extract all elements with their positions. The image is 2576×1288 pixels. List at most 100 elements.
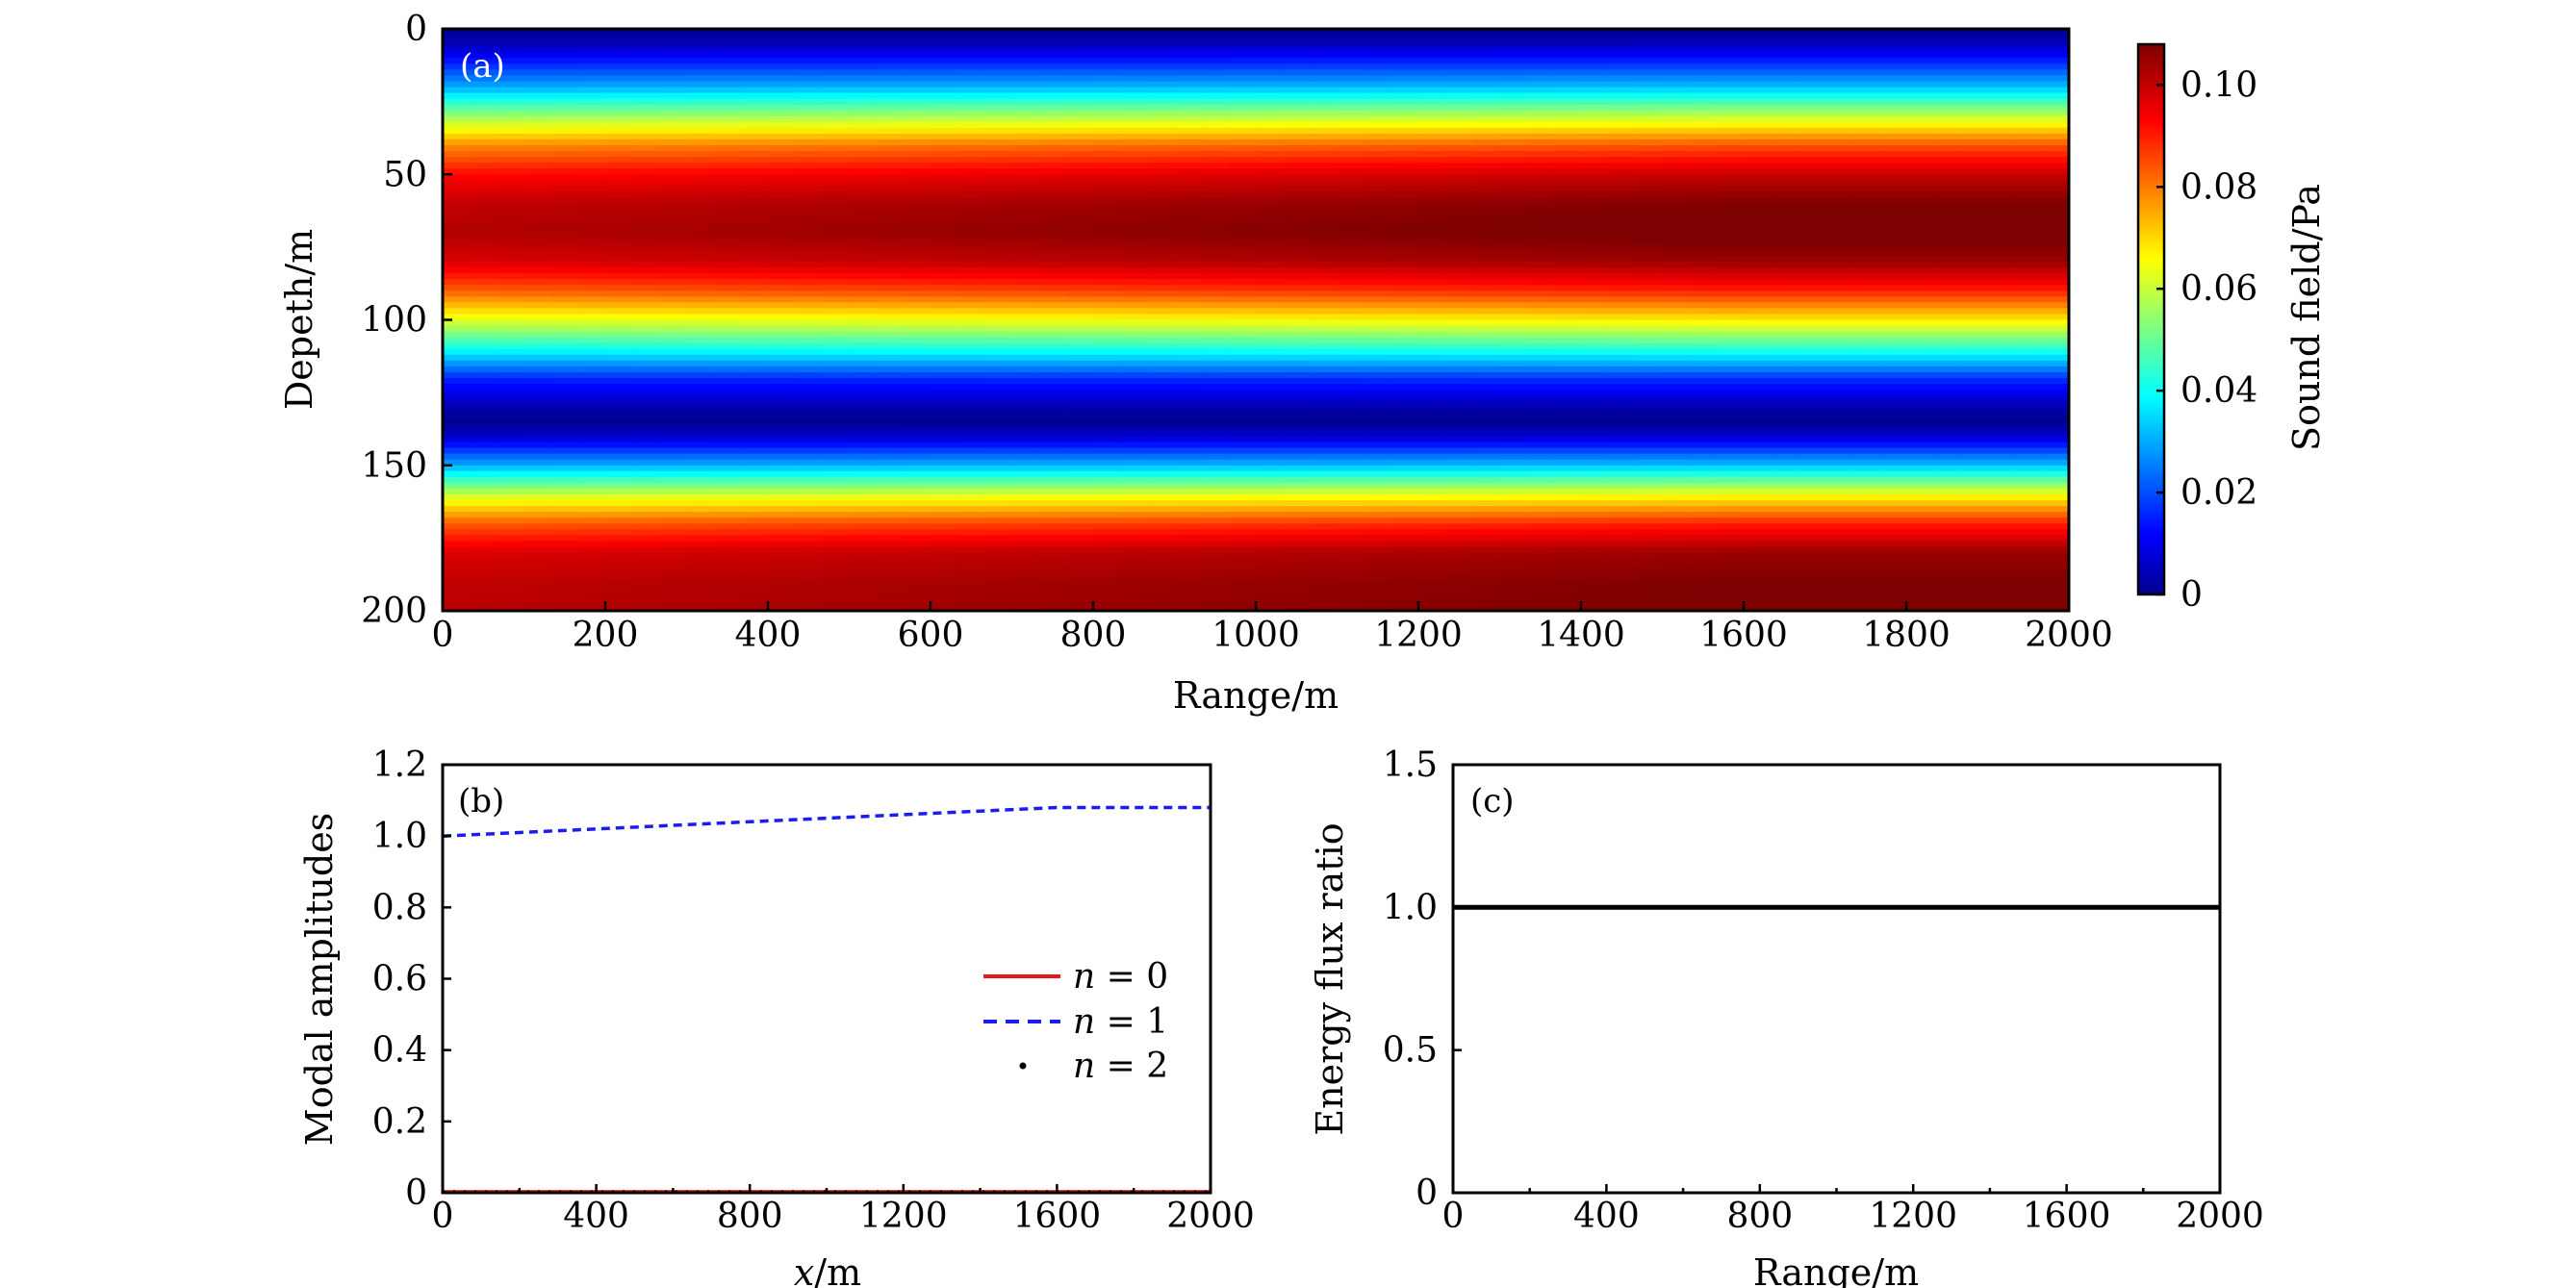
heatmap-cell [768, 279, 796, 286]
heatmap-cell [1228, 598, 1257, 606]
heatmap-cell [1662, 319, 1691, 327]
heatmap-cell [1390, 157, 1419, 164]
heatmap-cell [1065, 430, 1094, 438]
heatmap-cell [1608, 512, 1637, 518]
heatmap-cell [1120, 354, 1149, 362]
heatmap-cell [1608, 81, 1637, 88]
heatmap-cell [984, 360, 1013, 367]
heatmap-cell [1689, 366, 1718, 373]
heatmap-cell [1716, 92, 1745, 100]
heatmap-cell [1472, 465, 1501, 472]
heatmap-cell [1499, 52, 1528, 60]
heatmap-cell [523, 58, 552, 65]
heatmap-cell [1689, 378, 1718, 385]
heatmap-cell [659, 262, 688, 268]
heatmap-cell [1065, 279, 1094, 286]
heatmap-cell [1390, 121, 1419, 129]
heatmap-cell [1364, 488, 1392, 495]
heatmap-cell [1337, 220, 1365, 228]
heatmap-cell [605, 302, 633, 310]
heatmap-cell [740, 436, 769, 443]
heatmap-cell [632, 407, 661, 415]
heatmap-cell [1228, 81, 1257, 88]
heatmap-cell [577, 587, 606, 594]
heatmap-cell [1581, 127, 1609, 135]
heatmap-cell [876, 69, 905, 77]
heatmap-cell [768, 500, 796, 507]
heatmap-cell [1147, 558, 1176, 566]
heatmap-cell [1418, 366, 1446, 373]
heatmap-cell [1608, 75, 1637, 83]
heatmap-cell [523, 319, 552, 327]
heatmap-cell [1608, 587, 1637, 594]
heatmap-cell [1011, 110, 1040, 117]
heatmap-cell [1310, 81, 1339, 88]
heatmap-cell [577, 243, 606, 251]
heatmap-cell [1771, 279, 1799, 286]
heatmap-cell [1093, 81, 1121, 88]
heatmap-cell [1038, 314, 1067, 321]
heatmap-cell [497, 575, 525, 583]
heatmap-cell [632, 348, 661, 356]
heatmap-cell [1337, 127, 1365, 135]
heatmap-cell [795, 174, 824, 182]
heatmap-cell [1608, 598, 1637, 606]
heatmap-cell [1337, 92, 1365, 100]
heatmap-cell [795, 145, 824, 152]
heatmap-cell [1771, 413, 1799, 420]
heatmap-cell [1174, 604, 1203, 612]
heatmap-cell [1553, 273, 1582, 280]
heatmap-cell [1499, 209, 1528, 216]
heatmap-cell [550, 29, 579, 36]
heatmap-cell [1445, 488, 1474, 495]
heatmap-cell [903, 133, 931, 140]
heatmap-cell [443, 465, 471, 472]
heatmap-cell [1011, 163, 1040, 169]
heatmap-cell [1310, 581, 1339, 589]
heatmap-cell [1581, 390, 1609, 396]
heatmap-cell [577, 215, 606, 222]
heatmap-cell [1120, 98, 1149, 106]
heatmap-cell [1228, 348, 1257, 356]
heatmap-cell [1581, 115, 1609, 123]
heatmap-cell [632, 447, 661, 455]
heatmap-cell [849, 46, 878, 53]
heatmap-cell [1038, 354, 1067, 362]
heatmap-cell [1390, 430, 1419, 438]
heatmap-cell [1390, 238, 1419, 245]
heatmap-cell [1581, 215, 1609, 222]
heatmap-cell [497, 92, 525, 100]
heatmap-cell [1581, 523, 1609, 531]
heatmap-cell [1662, 523, 1691, 531]
heatmap-cell [957, 371, 986, 379]
heatmap-cell [795, 541, 824, 548]
heatmap-cell [443, 390, 471, 396]
heatmap-cell [1174, 523, 1203, 531]
heatmap-cell [1174, 546, 1203, 554]
heatmap-cell [1418, 40, 1446, 47]
heatmap-cell [605, 342, 633, 350]
heatmap-cell [984, 552, 1013, 560]
heatmap-cell [443, 325, 471, 333]
heatmap-cell [1526, 203, 1555, 211]
heatmap-cell [1390, 52, 1419, 60]
heatmap-cell [984, 180, 1013, 188]
heatmap-cell [740, 371, 769, 379]
heatmap-cell [1120, 168, 1149, 176]
heatmap-cell [632, 325, 661, 333]
heatmap-cell [1526, 319, 1555, 327]
heatmap-cell [1038, 267, 1067, 274]
heatmap-cell [1011, 262, 1040, 268]
heatmap-cell [903, 366, 931, 373]
heatmap-cell [1337, 506, 1365, 513]
heatmap-cell [984, 558, 1013, 566]
heatmap-cell [497, 407, 525, 415]
heatmap-cell [931, 63, 958, 71]
heatmap-cell [577, 290, 606, 298]
heatmap-cell [577, 52, 606, 60]
heatmap-cell [1310, 267, 1339, 274]
heatmap-cell [1228, 453, 1257, 461]
heatmap-cell [550, 215, 579, 222]
heatmap-cell [659, 337, 688, 344]
heatmap-cell [1608, 285, 1637, 292]
